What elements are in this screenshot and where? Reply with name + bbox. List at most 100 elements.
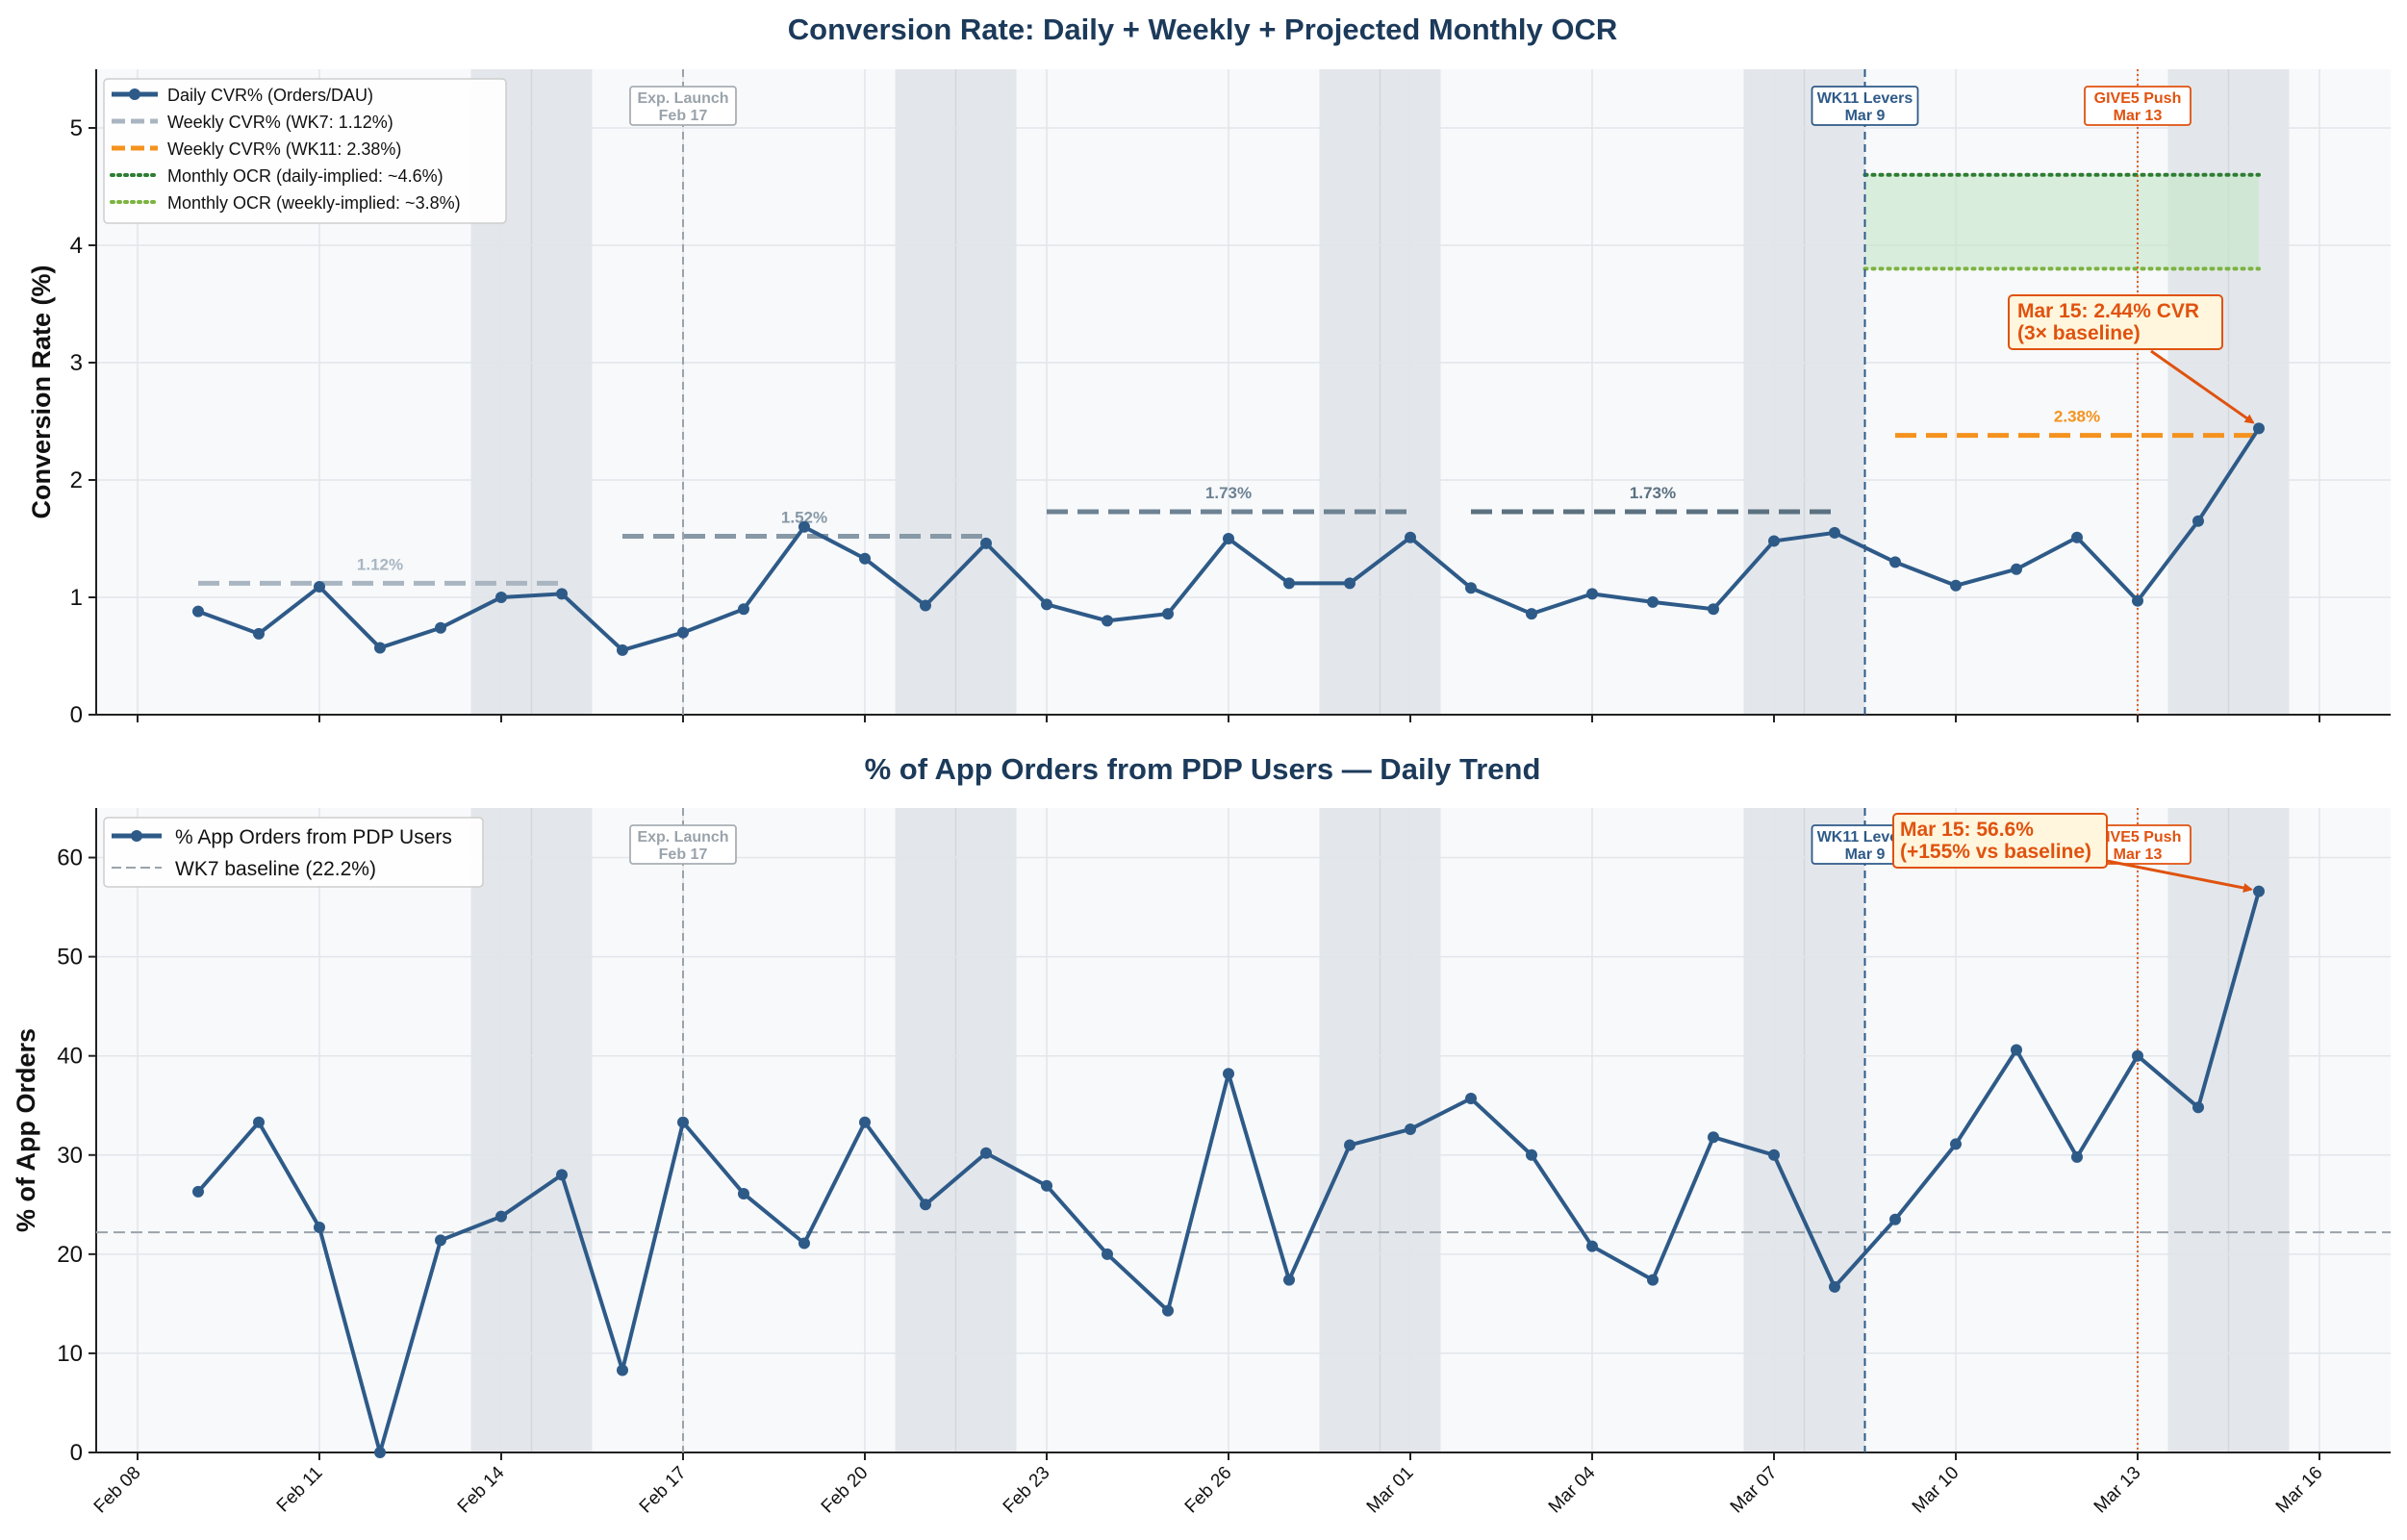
- legend: Daily CVR% (Orders/DAU) Weekly CVR% (WK7:…: [103, 78, 507, 224]
- pdp-orders-point: [1102, 1248, 1113, 1260]
- annotation-arrow: [2150, 349, 2255, 424]
- pdp-orders-point: [314, 1222, 325, 1234]
- x-tick-label: Feb 20: [818, 1463, 873, 1518]
- daily-cvr-point: [798, 520, 810, 533]
- daily-cvr-point: [1102, 615, 1113, 627]
- y-tick-label: 20: [57, 1242, 83, 1268]
- ocr-band: [1864, 174, 2259, 269]
- event-marker-date: Feb 17: [659, 108, 708, 124]
- x-tick-label: Mar 07: [1727, 1463, 1782, 1518]
- pdp-orders-point: [798, 1237, 810, 1250]
- daily-cvr-point: [980, 537, 992, 549]
- legend-frame: [103, 817, 484, 888]
- event-marker-label: WK11 Levers: [1817, 829, 1913, 846]
- event-marker-label: WK11 Levers: [1817, 90, 1913, 107]
- pdp-orders-point: [253, 1116, 265, 1128]
- weekly-value-label: 1.73%: [1205, 484, 1252, 502]
- daily-cvr-point: [2132, 594, 2143, 607]
- annotation-line2: (3× baseline): [2017, 322, 2141, 344]
- legend-marker: [131, 830, 142, 842]
- weekly-value-label: 1.73%: [1630, 484, 1676, 502]
- legend-label: Weekly CVR% (WK11: 2.38%): [167, 139, 401, 159]
- event-marker-date: Feb 17: [659, 846, 708, 863]
- pdp-orders-point: [1041, 1179, 1052, 1192]
- daily-cvr-point: [677, 626, 689, 639]
- pdp-orders-point: [556, 1169, 568, 1181]
- daily-cvr-point: [2253, 422, 2265, 435]
- pdp-orders-point: [435, 1234, 446, 1247]
- annotation-arrow: [2106, 859, 2253, 893]
- daily-cvr-point: [1223, 533, 1234, 544]
- y-tick-label: 3: [70, 350, 83, 376]
- daily-cvr-point: [1283, 577, 1295, 590]
- daily-cvr-point: [1526, 608, 1537, 620]
- legend-label: Monthly OCR (weekly-implied: ~3.8%): [167, 193, 461, 213]
- pdp-orders-point: [2253, 885, 2265, 897]
- daily-cvr-point: [2071, 531, 2083, 543]
- x-tick-label: Mar 16: [2272, 1463, 2327, 1518]
- event-marker-box: [1811, 86, 1919, 126]
- daily-cvr-point: [1768, 535, 1780, 547]
- event-marker-box: [629, 86, 737, 126]
- daily-cvr-point: [192, 605, 204, 618]
- y-tick-label: 30: [57, 1143, 83, 1169]
- event-marker-date: Mar 13: [2114, 846, 2163, 863]
- x-tick-label: Feb 11: [273, 1463, 327, 1517]
- y-tick-label: 0: [70, 702, 83, 728]
- pdp-orders-point: [677, 1116, 689, 1128]
- event-marker-box: [629, 824, 737, 865]
- daily-cvr-point: [1950, 579, 1962, 592]
- daily-cvr-point: [1708, 603, 1719, 616]
- legend-label: WK7 baseline (22.2%): [175, 858, 376, 880]
- daily-cvr-point: [495, 592, 507, 603]
- legend-marker: [129, 88, 140, 100]
- y-tick-label: 5: [70, 115, 83, 141]
- daily-cvr-point: [1465, 582, 1477, 594]
- daily-cvr-point: [374, 642, 386, 654]
- pdp-orders-point: [738, 1187, 749, 1199]
- x-tick-label: Mar 10: [1909, 1463, 1964, 1518]
- pdp-orders-point: [1405, 1123, 1416, 1135]
- daily-cvr-point: [2011, 563, 2022, 575]
- pdp-orders-point: [1283, 1274, 1295, 1286]
- event-marker-label: GIVE5 Push: [2094, 829, 2182, 846]
- weekly-value-label: 2.38%: [2054, 408, 2100, 426]
- daily-cvr-point: [1344, 577, 1356, 590]
- x-tick-label: Feb 23: [1000, 1463, 1054, 1518]
- daily-cvr-point: [1829, 526, 1840, 539]
- daily-cvr-point: [1586, 588, 1598, 600]
- pdp-orders-point: [1708, 1131, 1719, 1144]
- pdp-orders-point: [980, 1147, 992, 1159]
- event-marker-date: Mar 13: [2114, 108, 2163, 124]
- pdp-orders-chart-panel: % of App Orders from PDP Users — Daily T…: [12, 752, 2391, 1517]
- annotation-line1: Mar 15: 56.6%: [1900, 819, 2034, 841]
- pdp-orders-point: [859, 1116, 871, 1128]
- annotation-box: [1892, 813, 2108, 869]
- daily-cvr-point: [738, 603, 749, 616]
- legend: % App Orders from PDP Users WK7 baseline …: [103, 817, 484, 888]
- event-marker-label: GIVE5 Push: [2094, 90, 2182, 107]
- y-axis-label: % of App Orders: [12, 1028, 40, 1232]
- y-tick-label: 0: [70, 1440, 83, 1466]
- pdp-orders-point: [495, 1210, 507, 1223]
- pdp-orders-point: [2132, 1049, 2143, 1062]
- pdp-orders-point: [374, 1447, 386, 1458]
- daily-cvr-point: [1162, 608, 1174, 620]
- daily-cvr-point: [617, 644, 628, 656]
- y-tick-label: 2: [70, 467, 83, 493]
- event-marker-date: Mar 9: [1845, 846, 1886, 863]
- legend-label: % App Orders from PDP Users: [175, 826, 452, 848]
- pdp-orders-point: [1889, 1213, 1901, 1225]
- pdp-orders-point: [1586, 1240, 1598, 1252]
- legend-label: Daily CVR% (Orders/DAU): [167, 86, 373, 105]
- annotation-line1: Mar 15: 2.44% CVR: [2017, 300, 2199, 322]
- pdp-orders-point: [1162, 1304, 1174, 1317]
- y-tick-label: 60: [57, 846, 83, 871]
- x-tick-label: Mar 04: [1545, 1462, 1600, 1517]
- daily-cvr-point: [1889, 556, 1901, 568]
- x-tick-label: Feb 17: [636, 1463, 691, 1518]
- pdp-orders-point: [192, 1185, 204, 1198]
- pdp-orders-point: [1829, 1280, 1840, 1293]
- pdp-orders-point: [1344, 1139, 1356, 1151]
